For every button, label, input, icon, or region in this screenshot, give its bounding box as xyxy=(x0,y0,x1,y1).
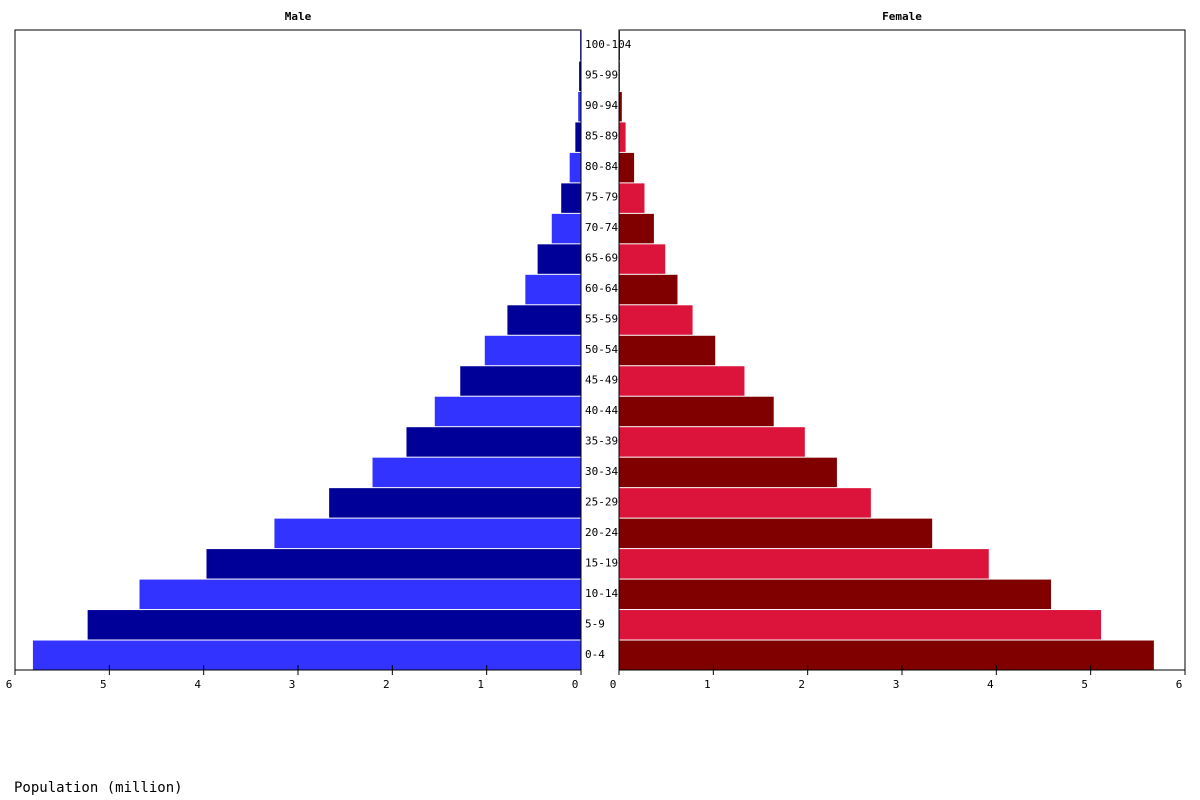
category-label: 0-4 xyxy=(585,648,605,661)
bar xyxy=(525,274,581,305)
bar xyxy=(575,122,581,152)
category-label: 35-39 xyxy=(585,434,618,447)
bar xyxy=(619,366,745,396)
bar xyxy=(569,152,581,183)
x-tick-label: 3 xyxy=(289,678,296,691)
bar xyxy=(484,335,581,366)
bar xyxy=(434,396,581,427)
x-tick-label: 0 xyxy=(572,678,579,691)
category-label: 30-34 xyxy=(585,465,618,478)
bar xyxy=(619,457,837,488)
bar xyxy=(619,305,693,335)
category-label: 70-74 xyxy=(585,221,618,234)
category-label: 95-99 xyxy=(585,69,618,82)
bar xyxy=(619,610,1102,640)
x-tick-label: 1 xyxy=(477,678,484,691)
bar xyxy=(87,610,582,640)
category-label: 75-79 xyxy=(585,191,618,204)
category-label: 5-9 xyxy=(585,617,605,630)
category-label: 25-29 xyxy=(585,495,618,508)
bar xyxy=(139,579,581,610)
bar xyxy=(619,640,1154,670)
x-tick-label: 3 xyxy=(893,678,900,691)
category-label: 80-84 xyxy=(585,160,618,173)
bar xyxy=(329,488,581,518)
x-tick-label: 2 xyxy=(798,678,805,691)
bar xyxy=(619,274,678,305)
category-label: 85-89 xyxy=(585,130,618,143)
bar xyxy=(561,183,581,213)
bar xyxy=(619,91,622,122)
x-tick-label: 0 xyxy=(610,678,617,691)
category-label: 45-49 xyxy=(585,373,618,386)
bar xyxy=(619,549,989,579)
x-tick-label: 4 xyxy=(194,678,201,691)
bar xyxy=(619,213,654,244)
x-tick-label: 5 xyxy=(100,678,107,691)
bar xyxy=(372,457,581,488)
x-tick-label: 5 xyxy=(1081,678,1088,691)
category-label: 55-59 xyxy=(585,313,618,326)
bar xyxy=(619,122,626,152)
bar xyxy=(507,305,581,335)
x-tick-label: 4 xyxy=(987,678,994,691)
category-label: 15-19 xyxy=(585,556,618,569)
bar xyxy=(551,213,581,244)
bar xyxy=(619,579,1052,610)
bar xyxy=(206,549,581,579)
bar xyxy=(619,244,666,274)
x-tick-label: 1 xyxy=(704,678,711,691)
category-label: 60-64 xyxy=(585,282,618,295)
bar xyxy=(619,396,774,427)
bar xyxy=(32,640,581,670)
bar xyxy=(578,91,581,122)
bar xyxy=(274,518,581,549)
x-tick-label: 2 xyxy=(383,678,390,691)
bar xyxy=(460,366,581,396)
bar xyxy=(619,183,645,213)
bar xyxy=(619,488,871,518)
x-axis-label: Population (million) xyxy=(14,780,183,796)
panel-title: Male xyxy=(285,10,312,23)
bar xyxy=(537,244,581,274)
bar xyxy=(619,335,716,366)
category-label: 50-54 xyxy=(585,343,618,356)
category-label: 10-14 xyxy=(585,587,618,600)
bar xyxy=(579,61,581,91)
category-label: 20-24 xyxy=(585,526,618,539)
category-label: 40-44 xyxy=(585,404,618,417)
category-label: 100-104 xyxy=(585,38,632,51)
panel-title: Female xyxy=(882,10,922,23)
bar xyxy=(619,518,933,549)
bar xyxy=(619,152,635,183)
bar xyxy=(406,427,581,457)
category-label: 65-69 xyxy=(585,252,618,265)
x-tick-label: 6 xyxy=(1176,678,1183,691)
category-label: 90-94 xyxy=(585,99,618,112)
bar xyxy=(619,427,805,457)
x-tick-label: 6 xyxy=(6,678,13,691)
